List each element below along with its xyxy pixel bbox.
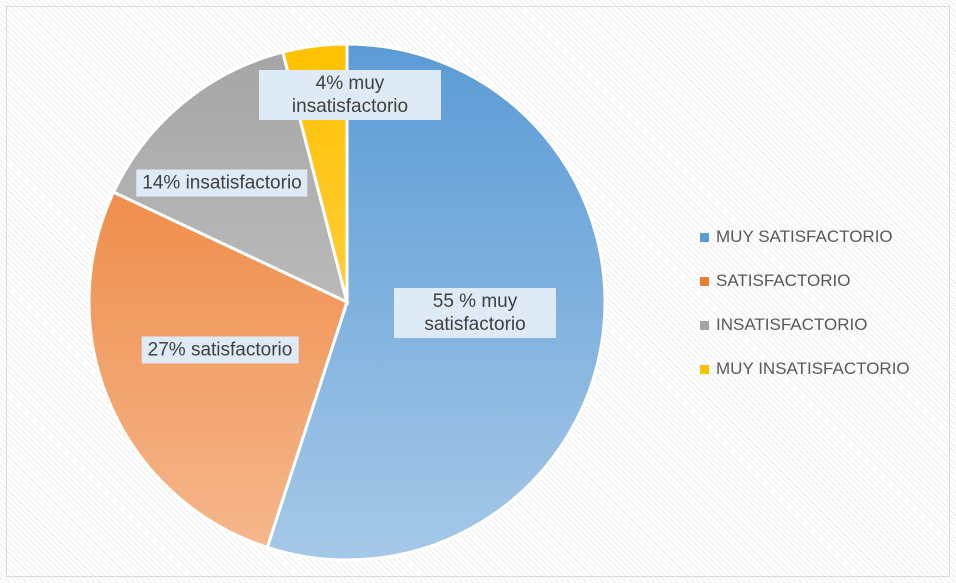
data-label: 27% satisfactorio (141, 336, 299, 364)
data-label: 14% insatisfactorio (136, 169, 308, 197)
pie-slice (87, 190, 349, 550)
legend-swatch (700, 233, 709, 242)
data-label: 4% muy insatisfactorio (259, 70, 441, 120)
data-label: 55 % muy satisfactorio (394, 288, 556, 338)
legend-label: SATISFACTORIO (716, 271, 851, 290)
legend-label: MUY INSATISFACTORIO (716, 359, 910, 378)
legend-label: INSATISFACTORIO (716, 315, 868, 334)
legend-swatch (700, 321, 709, 330)
legend-swatch (700, 365, 709, 374)
chart-frame (6, 6, 950, 577)
legend-label: MUY SATISFACTORIO (716, 227, 893, 246)
legend-swatch (700, 277, 709, 286)
